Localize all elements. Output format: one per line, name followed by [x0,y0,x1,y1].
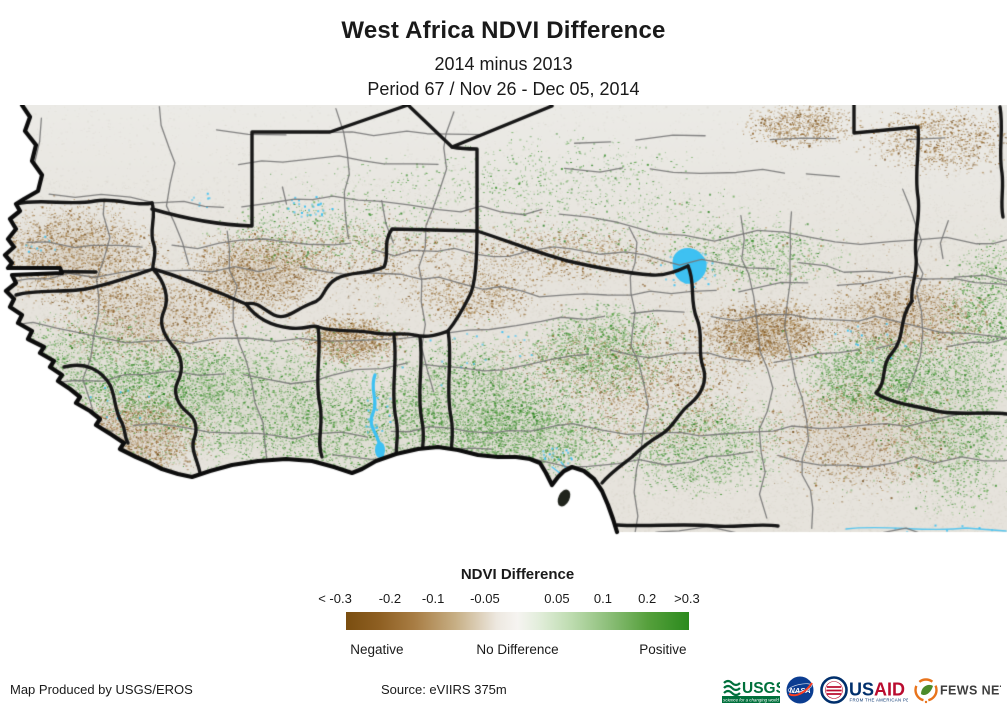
fewsnet-dot [924,700,928,704]
legend-title: NDVI Difference [460,566,575,583]
legend-tick: < -0.3 [318,591,352,606]
legend-tick-labels: < -0.3 -0.2 -0.1 -0.05 0.05 0.1 0.2 >0.3 [318,591,700,607]
fewsnet-logo-text: FEWS NET [940,684,1001,698]
nasa-orbit [787,683,813,693]
legend-category-labels: Negative No Difference Positive [346,642,689,658]
legend-tick: 0.1 [593,591,612,606]
usgs-wave-icon [723,679,741,696]
nasa-circle [786,676,814,704]
nasa-logo-text: NASA [789,686,810,695]
ndvi-difference-map [0,105,1007,540]
usaid-seal-stripes [826,686,842,695]
subtitle-years: 2014 minus 2013 [434,54,573,74]
usgs-tagline-text: science for a changing world [723,697,779,702]
usgs-logo: USGS science for a changing world [722,679,780,703]
legend-tick: -0.05 [470,591,500,606]
legend: NDVI Difference < -0.3 -0.2 -0.1 -0.05 0… [318,566,700,666]
usaid-logo: USAID FROM THE AMERICAN PEOPLE [820,676,909,704]
credit-text: Map Produced by USGS/EROS [10,682,193,697]
fewsnet-logo: FEWS NET [914,678,1001,704]
usaid-logo-text: USAID [849,680,905,700]
ndvi-map-canvas [0,105,1007,540]
legend-tick: 0.05 [544,591,570,606]
fewsnet-globe-ring [914,678,938,702]
logo-row: USGS science for a changing world NASA U… [722,673,1001,707]
subtitle-period: Period 67 / Nov 26 - Dec 05, 2014 [367,79,640,99]
nasa-swoosh [788,682,813,697]
page-title: West Africa NDVI Difference [341,17,666,44]
legend-category-negative: Negative [350,642,404,657]
legend-category-positive: Positive [639,642,687,657]
legend-tick: >0.3 [674,591,700,606]
fewsnet-leaf [921,684,933,696]
legend-tick: -0.1 [421,591,445,606]
usaid-tagline-text: FROM THE AMERICAN PEOPLE [850,698,909,703]
usgs-logo-text: USGS [742,680,780,697]
usgs-tagline-bar [722,695,780,703]
legend-colorbar [346,612,689,630]
legend-tick: 0.2 [638,591,657,606]
nasa-logo: NASA [786,676,814,704]
legend-tick: -0.2 [378,591,402,606]
legend-category-nodifference: No Difference [476,642,559,657]
source-text: Source: eVIIRS 375m [381,682,507,697]
